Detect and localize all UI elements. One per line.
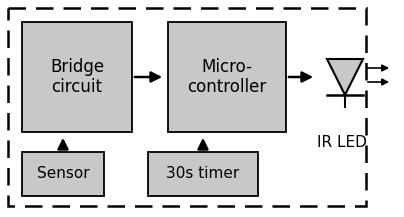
Bar [22, 22, 132, 132]
Text: Bridge
circuit: Bridge circuit [50, 58, 104, 96]
Text: Sensor: Sensor [37, 166, 89, 181]
Polygon shape [327, 59, 363, 95]
Text: 30s timer: 30s timer [166, 166, 240, 181]
Bar [8, 8, 366, 206]
Bar [22, 152, 104, 196]
Bar [168, 22, 286, 132]
Text: Micro-
controller: Micro- controller [187, 58, 267, 96]
Bar [148, 152, 258, 196]
Text: IR LED: IR LED [317, 135, 367, 150]
